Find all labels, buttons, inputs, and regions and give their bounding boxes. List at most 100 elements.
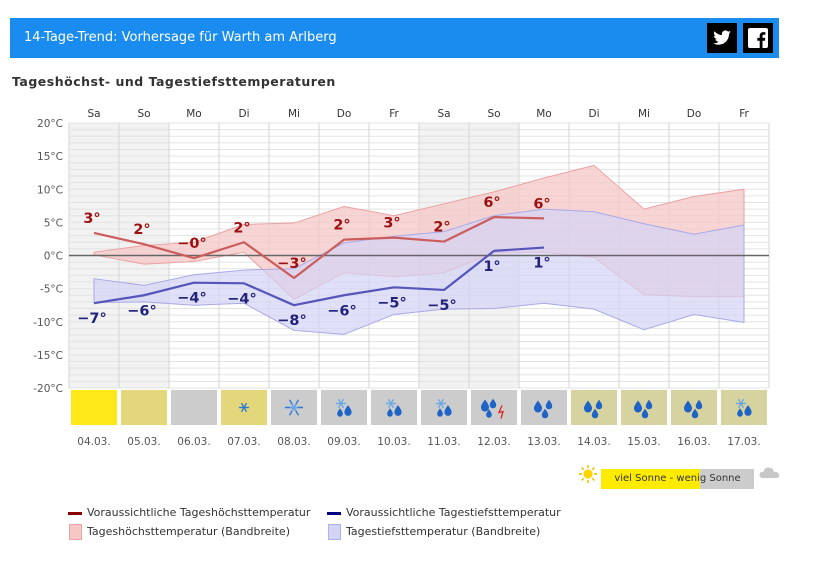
date-label: 12.03. xyxy=(477,436,510,448)
high-temp-label: 6° xyxy=(533,196,550,212)
high-temp-line xyxy=(93,215,545,280)
rain-drops-icon xyxy=(591,408,599,419)
date-label: 05.03. xyxy=(127,436,160,448)
date-label: 04.03. xyxy=(77,436,110,448)
date-label: 16.03. xyxy=(677,436,710,448)
rain-drops-icon xyxy=(595,399,603,410)
lightning-icon xyxy=(497,405,504,419)
y-tick-label: -20°C xyxy=(33,383,63,395)
y-tick-label: -15°C xyxy=(33,350,63,362)
legend-swatch-low-band xyxy=(328,524,341,540)
snow-rain-icon xyxy=(437,408,443,417)
low-temp-label: −7° xyxy=(77,311,107,327)
snow-rain-icon xyxy=(394,405,402,416)
low-temp-label: −8° xyxy=(277,313,307,329)
rain-thunder-icon xyxy=(489,398,497,409)
rain-drops-icon xyxy=(541,408,549,419)
date-label: 11.03. xyxy=(427,436,460,448)
day-label: Di xyxy=(238,108,249,120)
rain-drops-icon xyxy=(691,408,699,419)
snow-rain-icon xyxy=(437,398,445,409)
legend-label-low-band: Tagestiefsttemperatur (Bandbreite) xyxy=(346,525,541,538)
weather-tile xyxy=(171,390,217,425)
day-label: Mi xyxy=(288,108,300,120)
header-bar: 14-Tage-Trend: Vorhersage für Warth am A… xyxy=(10,18,779,58)
day-label: Di xyxy=(588,108,599,120)
weather-tile xyxy=(621,390,667,425)
rain-thunder-icon xyxy=(486,409,492,418)
page-title: 14-Tage-Trend: Vorhersage für Warth am A… xyxy=(24,30,337,45)
twitter-share-button[interactable] xyxy=(707,23,737,53)
facebook-icon xyxy=(748,28,768,48)
y-tick-label: 0°C xyxy=(44,251,63,263)
rain-drops-icon xyxy=(641,408,649,419)
cloud-icon xyxy=(759,467,780,478)
high-temp-label: 3° xyxy=(383,216,400,232)
date-label: 15.03. xyxy=(627,436,660,448)
high-temp-label: 2° xyxy=(233,220,250,236)
snowflake-large-icon xyxy=(291,403,297,412)
date-label: 06.03. xyxy=(177,436,210,448)
snow-rain-icon xyxy=(387,408,393,417)
legend-swatch-low-line xyxy=(327,512,341,515)
low-temp-label: 1° xyxy=(533,256,550,272)
y-tick-label: 20°C xyxy=(37,118,63,130)
low-temp-label: −5° xyxy=(427,298,457,314)
snow-rain-icon xyxy=(737,408,743,417)
rain-drops-icon xyxy=(583,400,593,413)
day-label: Mo xyxy=(186,108,201,120)
low-temp-label: −6° xyxy=(127,303,157,319)
rain-drops-icon xyxy=(645,399,653,410)
snow-rain-icon xyxy=(444,405,452,416)
rain-thunder-icon xyxy=(480,399,490,412)
rain-drops-icon xyxy=(633,400,643,413)
y-tick-label: -10°C xyxy=(33,317,63,329)
day-label: So xyxy=(137,108,150,120)
low-temp-line xyxy=(93,246,545,307)
snow-rain-icon xyxy=(337,408,343,417)
sunshine-scale-label-wrap: viel Sonne - wenig Sonne xyxy=(601,469,754,489)
date-label: 08.03. xyxy=(277,436,310,448)
low-temp-label: 1° xyxy=(483,259,500,275)
weather-tile xyxy=(671,390,717,425)
day-label: Fr xyxy=(389,108,399,120)
high-temp-label: 2° xyxy=(433,220,450,236)
day-label: Mo xyxy=(536,108,551,120)
chart-title: Tageshöchst- und Tagestiefsttemperaturen xyxy=(12,74,336,89)
legend-label-high-line: Voraussichtliche Tageshöchsttemperatur xyxy=(87,506,311,519)
legend-swatch-high-band xyxy=(69,524,82,540)
weather-tile xyxy=(571,390,617,425)
high-temp-label: 2° xyxy=(333,218,350,234)
sunshine-scale-grey xyxy=(700,469,754,489)
y-tick-label: 15°C xyxy=(37,151,63,163)
snow-rain-icon xyxy=(737,398,745,409)
snow-rain-icon xyxy=(344,405,352,416)
day-label: Do xyxy=(687,108,702,120)
legend-swatch-high-line xyxy=(68,512,82,515)
sun-icon xyxy=(579,465,597,483)
y-tick-label: -5°C xyxy=(40,284,63,296)
facebook-share-button[interactable] xyxy=(743,23,773,53)
day-label: Sa xyxy=(87,108,100,120)
day-label: Do xyxy=(337,108,352,120)
date-label: 14.03. xyxy=(577,436,610,448)
day-label: So xyxy=(487,108,500,120)
low-temp-label: −6° xyxy=(327,303,357,319)
legend-label-high-band: Tageshöchsttemperatur (Bandbreite) xyxy=(87,525,290,538)
date-label: 07.03. xyxy=(227,436,260,448)
legend-label-low-line: Voraussichtliche Tagestiefsttemperatur xyxy=(346,506,561,519)
high-temp-label: −3° xyxy=(277,256,307,272)
sunshine-scale-label: viel Sonne - wenig Sonne xyxy=(614,473,741,484)
snowflake-small-icon xyxy=(240,402,248,413)
high-temp-label: 3° xyxy=(83,211,100,227)
high-temp-label: 6° xyxy=(483,195,500,211)
rain-drops-icon xyxy=(683,400,693,413)
date-label: 10.03. xyxy=(377,436,410,448)
weather-tile xyxy=(521,390,567,425)
weather-tile xyxy=(121,390,167,425)
y-tick-label: 10°C xyxy=(37,184,63,196)
low-temp-label: −4° xyxy=(227,291,257,307)
day-label: Sa xyxy=(437,108,450,120)
date-label: 17.03. xyxy=(727,436,760,448)
